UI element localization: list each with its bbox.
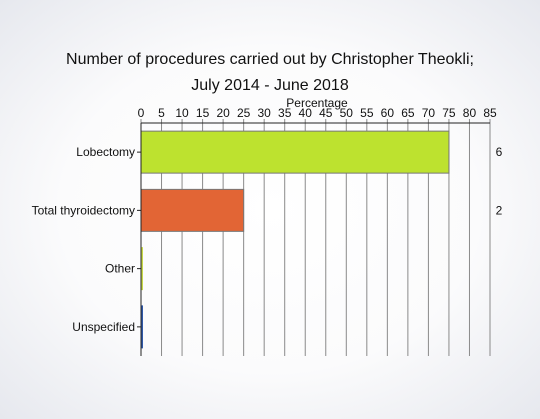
x-tick-label: 60 xyxy=(381,106,395,120)
x-tick-label: 40 xyxy=(299,106,313,120)
x-tick-label: 10 xyxy=(175,106,189,120)
x-axis-title: Percentage xyxy=(286,96,348,110)
category-label: Total thyroidectomy xyxy=(32,203,135,217)
category-label: Unspecified xyxy=(72,320,135,334)
x-tick-label: 55 xyxy=(360,106,374,120)
x-tick-label: 65 xyxy=(401,106,415,120)
x-tick-label: 85 xyxy=(483,106,497,120)
x-tick-labels: 0 5 10 15 20 25 30 35 40 45 50 55 60 65 70 75 80 85 xyxy=(138,106,497,120)
x-tick-label: 35 xyxy=(278,106,292,120)
chart-title: Number of procedures carried out by Chri… xyxy=(66,51,474,68)
x-tick-label: 80 xyxy=(463,106,477,120)
bar-lobectomy xyxy=(140,130,450,174)
x-tick-label: 45 xyxy=(319,106,333,120)
x-tick-label: 50 xyxy=(340,106,354,120)
x-tick-label: 30 xyxy=(257,106,271,120)
x-tick-label: 70 xyxy=(422,106,436,120)
category-labels: Lobectomy Total thyroidectomy Other Unspeci… xyxy=(32,145,141,334)
x-tick-label: 20 xyxy=(216,106,230,120)
count-label: 6 xyxy=(496,145,503,159)
x-tick-label: 15 xyxy=(196,106,210,120)
x-tick-label: 5 xyxy=(158,106,165,120)
x-tick-label: 75 xyxy=(442,106,456,120)
category-label: Other xyxy=(105,262,135,276)
x-tick-label: 0 xyxy=(138,106,145,120)
count-label: 2 xyxy=(496,203,503,217)
x-tick-label: 25 xyxy=(237,106,251,120)
bar-total-thyroidectomy xyxy=(140,188,245,232)
category-label: Lobectomy xyxy=(76,145,135,159)
bars xyxy=(140,130,450,349)
count-labels: 62 xyxy=(496,145,503,217)
chart-subtitle: July 2014 - June 2018 xyxy=(191,77,349,94)
